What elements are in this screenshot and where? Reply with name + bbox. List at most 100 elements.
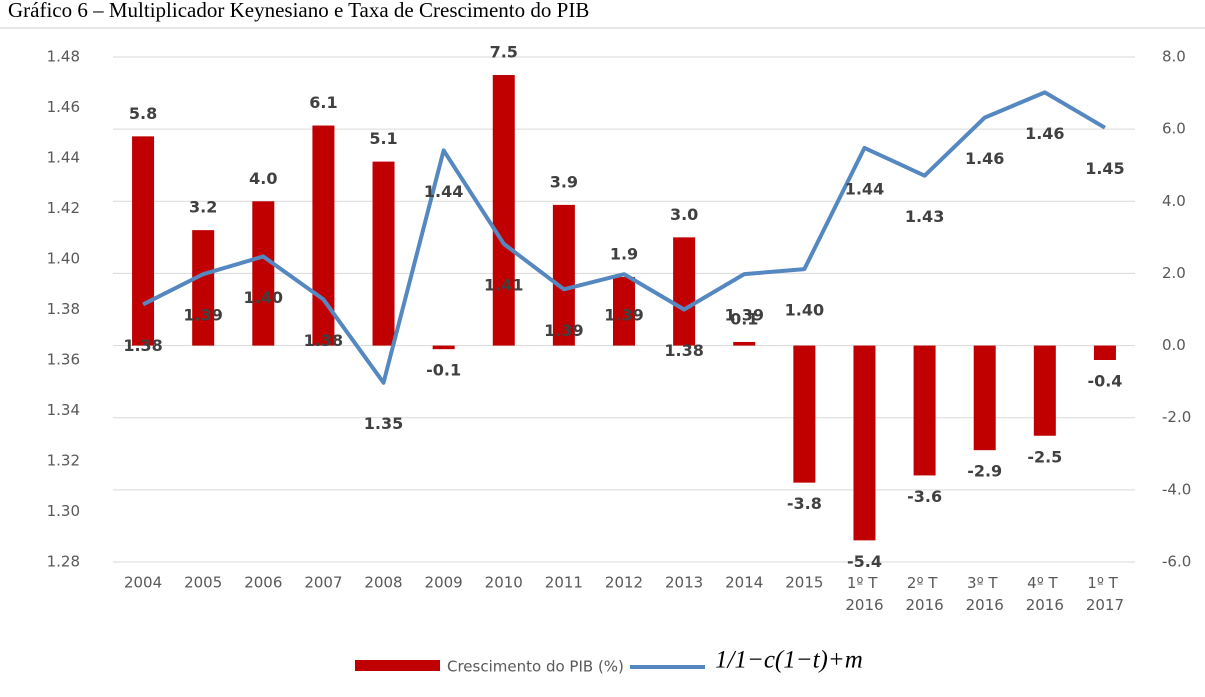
bar bbox=[853, 345, 876, 541]
bar bbox=[132, 136, 155, 346]
x-tick-label: 2004 bbox=[124, 574, 162, 592]
bar-value-label: 3.0 bbox=[670, 205, 698, 224]
x-tick-line: 4º T bbox=[1027, 574, 1062, 592]
y2-tick-label: -4.0 bbox=[1162, 480, 1191, 498]
x-tick-label: 2009 bbox=[425, 574, 463, 592]
legend-label: 1/1−c(1−t)+m bbox=[715, 647, 863, 674]
line-value-label: 1.38 bbox=[304, 331, 343, 350]
x-tick-label: 2007 bbox=[304, 574, 342, 592]
legend-label: Crescimento do PIB (%) bbox=[447, 658, 624, 676]
bar-value-label: -5.4 bbox=[847, 552, 882, 571]
y-tick-label: 1.48 bbox=[47, 48, 80, 66]
bar bbox=[252, 201, 275, 346]
bar bbox=[913, 345, 936, 476]
line-value-label: 1.44 bbox=[845, 179, 884, 198]
line-value-label: 1.38 bbox=[664, 341, 703, 360]
x-tick-label: 3º T 2016 bbox=[966, 574, 1004, 614]
line-value-label: 1.46 bbox=[965, 149, 1004, 168]
line-value-label: 1.39 bbox=[183, 306, 222, 325]
line-value-label: 1.43 bbox=[905, 207, 944, 226]
x-tick-label: 2012 bbox=[605, 574, 643, 592]
y2-tick-label: 6.0 bbox=[1162, 120, 1186, 138]
y-tick-label: 1.40 bbox=[47, 250, 80, 268]
line bbox=[142, 90, 1106, 385]
bar bbox=[372, 161, 395, 346]
line-value-label: 1.44 bbox=[424, 182, 463, 201]
x-tick-line: 2017 bbox=[1086, 596, 1124, 614]
bar-value-label: 5.1 bbox=[369, 129, 397, 148]
y-tick-label: 1.36 bbox=[47, 351, 80, 369]
bar bbox=[973, 345, 996, 451]
y-tick-label: 1.32 bbox=[47, 452, 80, 470]
x-tick-line: 2016 bbox=[905, 596, 943, 614]
y-tick-label: 1.28 bbox=[47, 553, 80, 571]
bar-value-label: 6.1 bbox=[309, 93, 337, 112]
y2-tick-label: -6.0 bbox=[1162, 553, 1191, 571]
line-value-label: 1.40 bbox=[244, 288, 283, 307]
x-tick-label: 2013 bbox=[665, 574, 703, 592]
x-tick-label: 4º T 2016 bbox=[1026, 574, 1064, 614]
bar-value-label: -3.8 bbox=[787, 494, 822, 513]
line-value-label: 1.40 bbox=[785, 301, 824, 320]
y-tick-label: 1.44 bbox=[47, 149, 80, 167]
bar-value-label: -2.5 bbox=[1027, 447, 1062, 466]
y-tick-label: 1.38 bbox=[47, 300, 80, 318]
line-value-label: 1.38 bbox=[123, 336, 162, 355]
line-value-label: 1.35 bbox=[364, 414, 403, 433]
x-tick-line: 2016 bbox=[966, 596, 1004, 614]
x-tick-label: 2005 bbox=[184, 574, 222, 592]
bar bbox=[312, 125, 335, 346]
x-tick-label: 1º T 2016 bbox=[845, 574, 883, 614]
bar-value-label: 4.0 bbox=[249, 169, 277, 188]
y2-tick-label: -2.0 bbox=[1162, 408, 1191, 426]
legend-swatch bbox=[355, 660, 440, 671]
line-value-label: 1.45 bbox=[1085, 159, 1124, 178]
bar bbox=[733, 341, 756, 346]
bar-value-label: 5.8 bbox=[129, 104, 157, 123]
y2-tick-label: 0.0 bbox=[1162, 336, 1186, 354]
x-tick-label: 2011 bbox=[545, 574, 583, 592]
y2-tick-label: 2.0 bbox=[1162, 264, 1186, 282]
x-tick-label: 2010 bbox=[485, 574, 523, 592]
x-tick-label: 2008 bbox=[364, 574, 402, 592]
x-tick-line: 3º T bbox=[967, 574, 1002, 592]
bar bbox=[673, 237, 696, 346]
bar-value-label: -0.1 bbox=[426, 361, 461, 380]
bar bbox=[1033, 345, 1056, 436]
x-tick-line: 2016 bbox=[1026, 596, 1064, 614]
bar bbox=[492, 75, 515, 346]
bar-value-label: -3.6 bbox=[907, 487, 942, 506]
y2-tick-label: 4.0 bbox=[1162, 192, 1186, 210]
bar-value-label: -0.4 bbox=[1087, 372, 1122, 391]
y-tick-label: 1.30 bbox=[47, 502, 80, 520]
x-tick-label: 2015 bbox=[785, 574, 823, 592]
bar bbox=[552, 204, 575, 346]
bar bbox=[793, 345, 816, 483]
bar-value-label: 3.2 bbox=[189, 198, 217, 217]
bar bbox=[613, 277, 635, 346]
line-value-label: 1.46 bbox=[1025, 124, 1064, 143]
bar bbox=[432, 345, 455, 350]
x-tick-line: 1º T bbox=[1087, 574, 1122, 592]
bar-value-label: 3.9 bbox=[550, 172, 578, 191]
line-value-label: 1.39 bbox=[604, 306, 643, 325]
bar bbox=[1093, 345, 1116, 360]
bar-value-label: 0.1 bbox=[730, 309, 758, 328]
y2-tick-label: 8.0 bbox=[1162, 48, 1186, 66]
x-tick-line: 2016 bbox=[845, 596, 883, 614]
x-tick-label: 1º T 2017 bbox=[1086, 574, 1124, 614]
x-tick-label: 2014 bbox=[725, 574, 763, 592]
line-value-label: 1.39 bbox=[724, 306, 763, 325]
y-tick-label: 1.42 bbox=[47, 199, 80, 217]
bar-value-label: 1.9 bbox=[610, 245, 638, 264]
x-tick-line: 2º T bbox=[907, 574, 942, 592]
bar bbox=[192, 230, 215, 346]
bar-value-label: 7.5 bbox=[490, 43, 518, 62]
line-value-label: 1.39 bbox=[544, 321, 583, 340]
line-value-label: 1.41 bbox=[484, 275, 523, 294]
bar-value-label: -2.9 bbox=[967, 462, 1002, 481]
y-tick-label: 1.46 bbox=[47, 98, 80, 116]
chart-title: Gráfico 6 – Multiplicador Keynesiano e T… bbox=[8, 0, 589, 22]
x-tick-label: 2º T 2016 bbox=[905, 574, 943, 614]
